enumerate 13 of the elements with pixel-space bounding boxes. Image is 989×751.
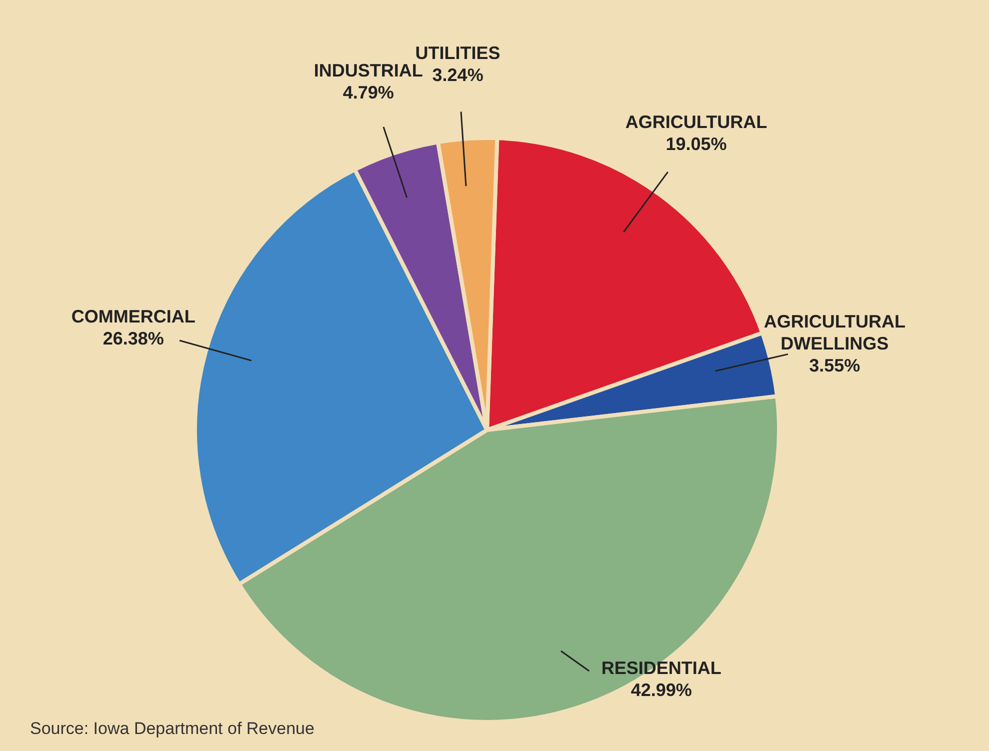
data-label: 4.79%: [342, 82, 394, 102]
data-label: 42.99%: [630, 680, 692, 700]
data-label: 3.24%: [432, 64, 484, 85]
slice-label: AGRICULTURAL DWELLINGS: [764, 311, 906, 354]
slice-label: UTILITIES: [415, 42, 500, 63]
data-label: 3.55%: [809, 355, 860, 376]
slice-label: INDUSTRIAL: [314, 60, 423, 80]
source-note: Source: Iowa Department of Revenue: [30, 719, 314, 739]
data-label: 26.38%: [102, 328, 164, 349]
slice-label: AGRICULTURAL: [625, 112, 768, 132]
slice-label: COMMERCIAL: [71, 306, 196, 327]
slice-label: RESIDENTIAL: [601, 658, 722, 678]
data-label: 19.05%: [666, 134, 727, 154]
